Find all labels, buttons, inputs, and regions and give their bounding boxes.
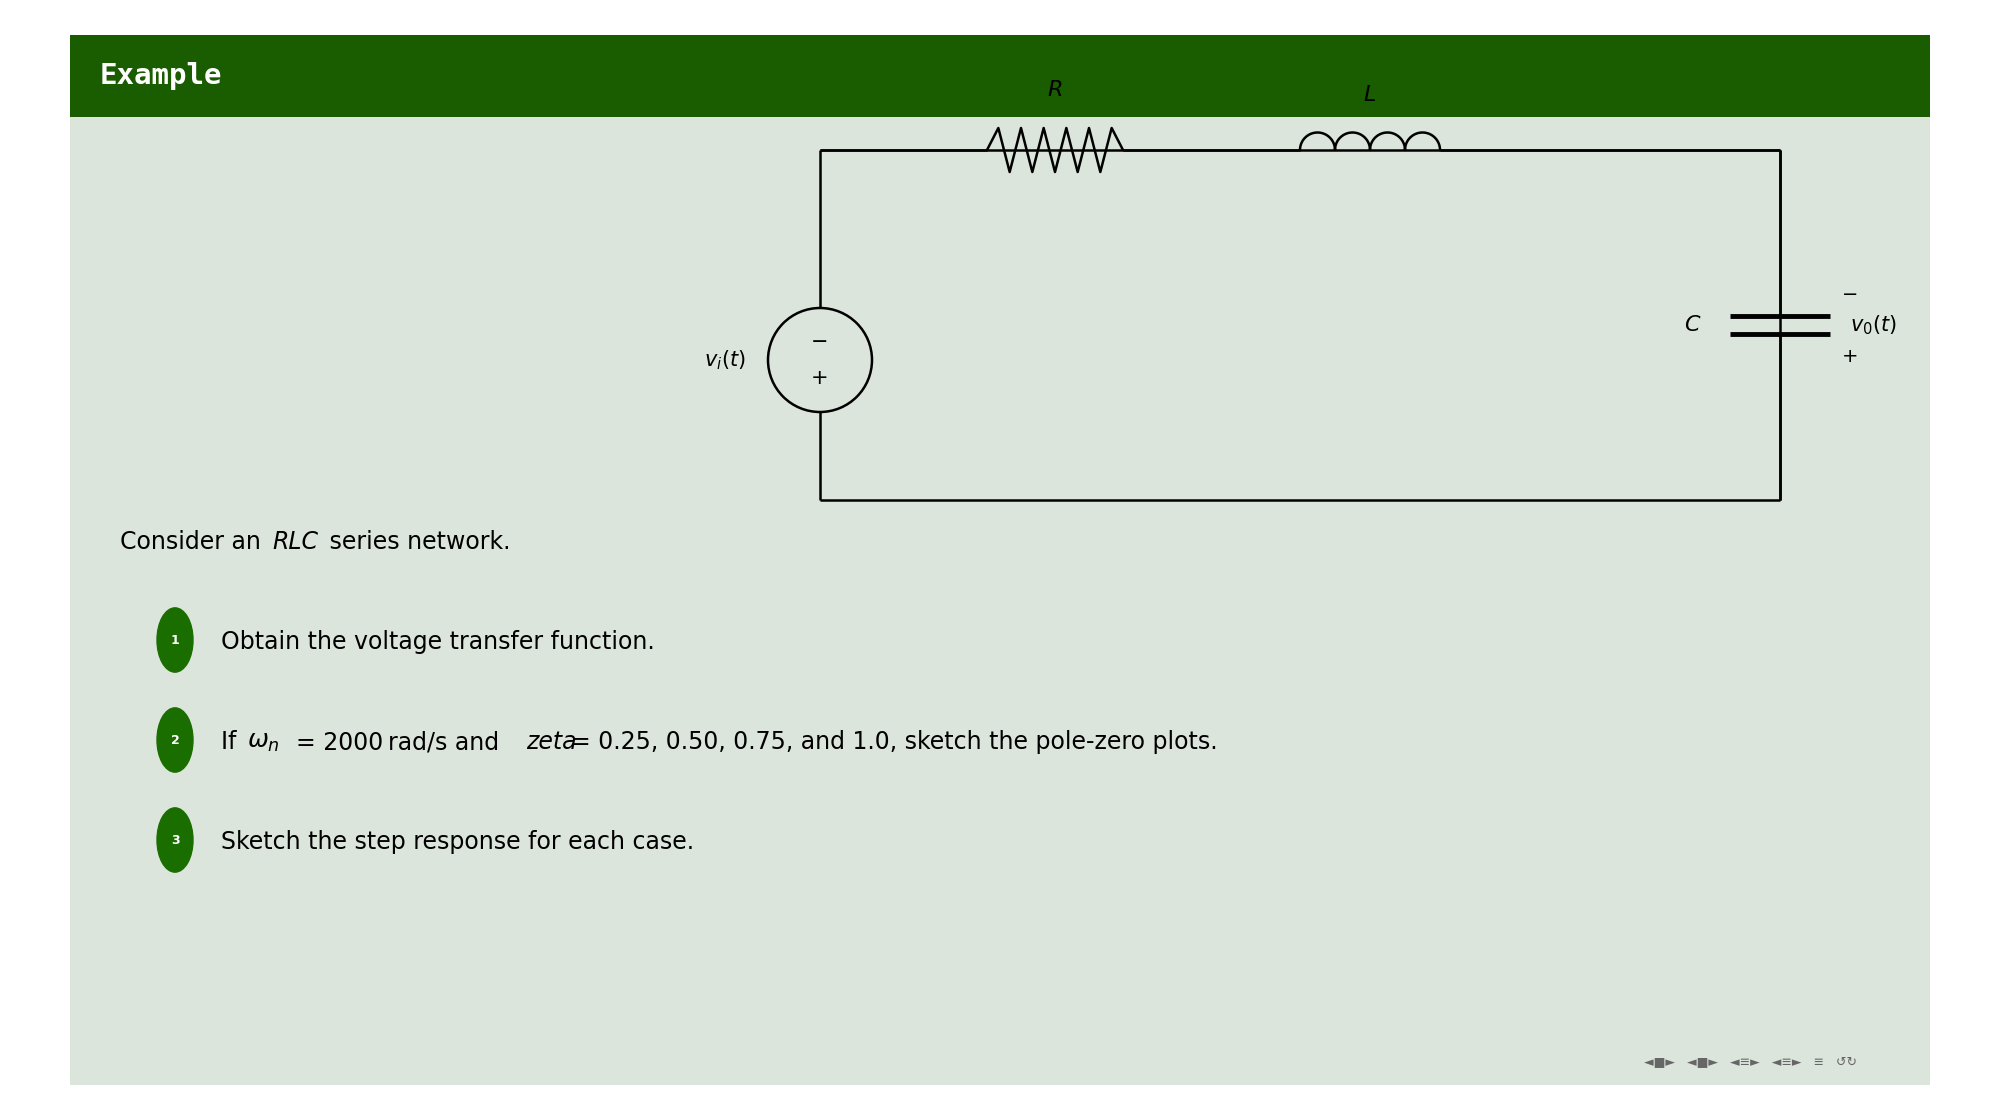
Text: zeta: zeta <box>526 730 576 754</box>
Text: +: + <box>1842 346 1858 365</box>
Ellipse shape <box>156 808 192 872</box>
Text: ◄■►   ◄■►   ◄≡►   ◄≡►   ≡   ↺↻: ◄■► ◄■► ◄≡► ◄≡► ≡ ↺↻ <box>1644 1055 1856 1068</box>
Text: 1: 1 <box>170 634 180 646</box>
Text: If: If <box>220 730 244 754</box>
Ellipse shape <box>156 608 192 672</box>
Text: 2: 2 <box>170 734 180 747</box>
Text: L: L <box>1364 84 1376 104</box>
Text: −: − <box>1842 284 1858 304</box>
Text: series network.: series network. <box>322 530 510 554</box>
Text: −: − <box>812 332 828 352</box>
Text: Example: Example <box>100 62 222 90</box>
Text: +: + <box>812 368 828 389</box>
Text: $v_0(t)$: $v_0(t)$ <box>1850 314 1896 337</box>
Text: Sketch the step response for each case.: Sketch the step response for each case. <box>220 830 694 853</box>
FancyBboxPatch shape <box>70 35 1930 1085</box>
Text: 3: 3 <box>170 833 180 847</box>
Text: = 0.25, 0.50, 0.75, and 1.0, sketch the pole-zero plots.: = 0.25, 0.50, 0.75, and 1.0, sketch the … <box>572 730 1218 754</box>
Circle shape <box>768 308 872 412</box>
Text: = 2000 rad/s and: = 2000 rad/s and <box>296 730 506 754</box>
FancyBboxPatch shape <box>70 35 1930 116</box>
Text: Consider an: Consider an <box>120 530 268 554</box>
Text: C: C <box>1684 315 1700 335</box>
Ellipse shape <box>156 708 192 772</box>
Text: $v_i(t)$: $v_i(t)$ <box>704 348 746 372</box>
Text: RLC: RLC <box>272 530 318 554</box>
Text: R: R <box>1048 80 1062 100</box>
Text: Obtain the voltage transfer function.: Obtain the voltage transfer function. <box>220 629 654 654</box>
Text: $\omega_n$: $\omega_n$ <box>246 730 280 754</box>
